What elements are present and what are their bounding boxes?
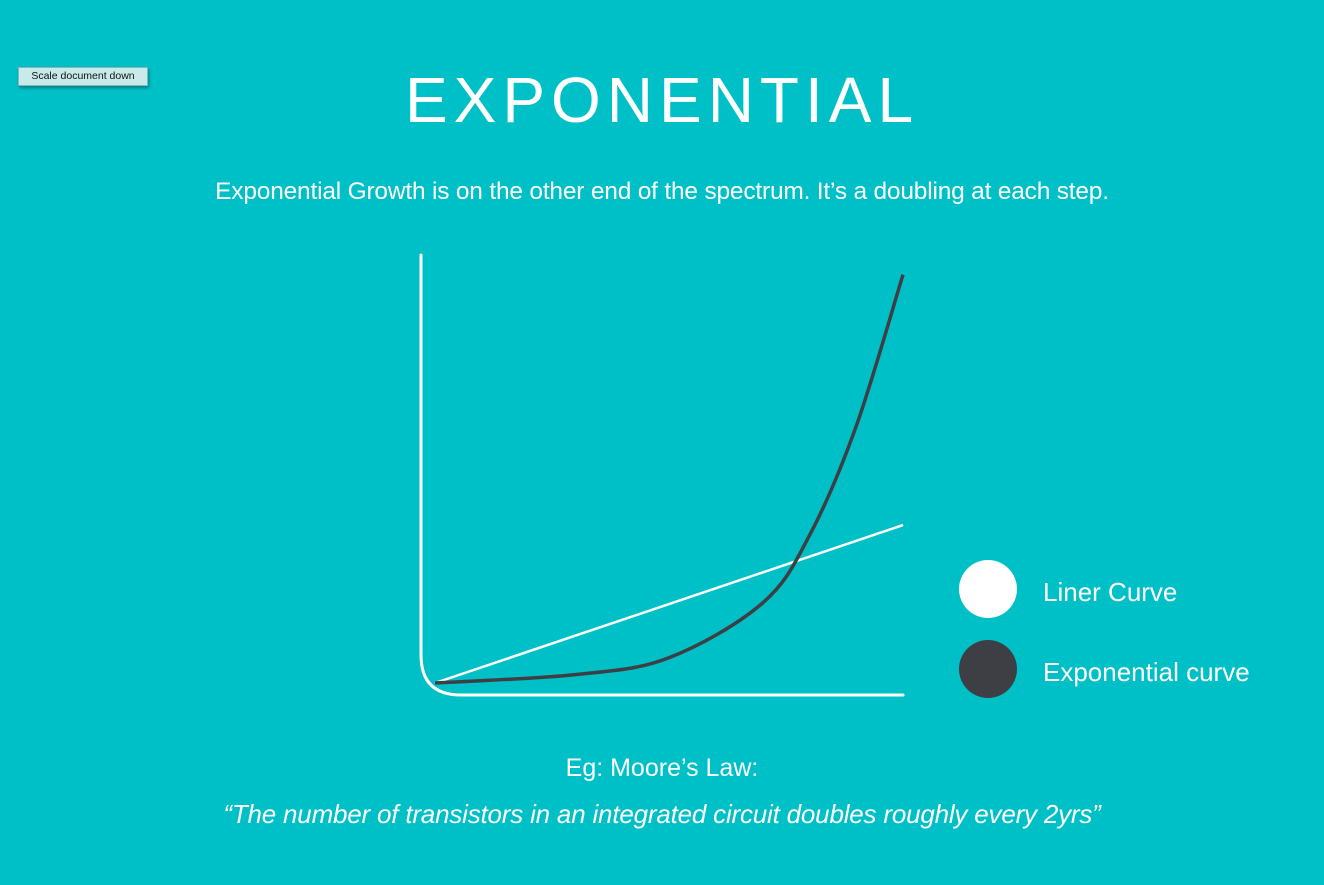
exponential-curve-line [434, 274, 905, 685]
legend-item-linear: Liner Curve [959, 560, 1177, 618]
moores-law-quote: “The number of transistors in an integra… [223, 799, 1101, 829]
example-label: Eg: Moore’s Law: [565, 754, 759, 782]
linear-curve-line [434, 523, 904, 685]
legend-swatch-exponential [959, 640, 1017, 698]
chart-legend: Liner Curve Exponential curve [959, 560, 1250, 698]
legend-swatch-linear [959, 560, 1017, 618]
page-subtitle: Exponential Growth is on the other end o… [215, 178, 1109, 205]
chart-axes [419, 253, 905, 697]
page-title: EXPONENTIAL [404, 64, 920, 136]
scale-document-down-button[interactable]: Scale document down [18, 67, 148, 86]
legend-item-exponential: Exponential curve [959, 640, 1250, 698]
legend-label-linear: Liner Curve [1043, 577, 1177, 607]
legend-label-exponential: Exponential curve [1043, 657, 1250, 687]
